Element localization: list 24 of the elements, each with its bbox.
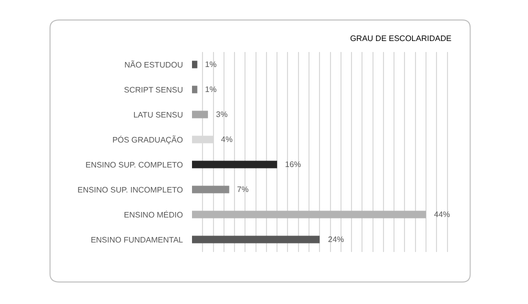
data-label: 1% [205, 60, 217, 69]
y-tick-label: LATU SENSU [133, 110, 184, 120]
y-tick-label: PÓS GRADUAÇÃO [112, 134, 183, 144]
data-label: 1% [205, 85, 217, 94]
data-label: 16% [285, 160, 302, 169]
bar [192, 236, 320, 244]
data-label: 44% [434, 210, 450, 219]
data-label: 4% [221, 135, 233, 144]
bar [192, 186, 230, 194]
bar [192, 110, 208, 118]
y-tick-label: ENSINO MÉDIO [124, 210, 183, 220]
data-label: 7% [237, 185, 249, 194]
y-tick-label: ENSINO SUP. COMPLETO [85, 160, 183, 170]
bar [192, 60, 198, 68]
y-tick-label: NÃO ESTUDOU [124, 59, 184, 70]
y-tick-label: ENSINO FUNDAMENTAL [90, 235, 184, 244]
y-tick-label: ENSINO SUP. INCOMPLETO [77, 185, 183, 194]
data-label: 3% [216, 110, 228, 119]
chart-title: GRAU DE ESCOLARIDADE [350, 34, 452, 43]
data-label: 24% [328, 235, 344, 244]
y-tick-label: SCRIPT SENSU [124, 85, 184, 94]
bar [192, 160, 278, 168]
bar [192, 86, 198, 94]
bar [192, 210, 426, 218]
